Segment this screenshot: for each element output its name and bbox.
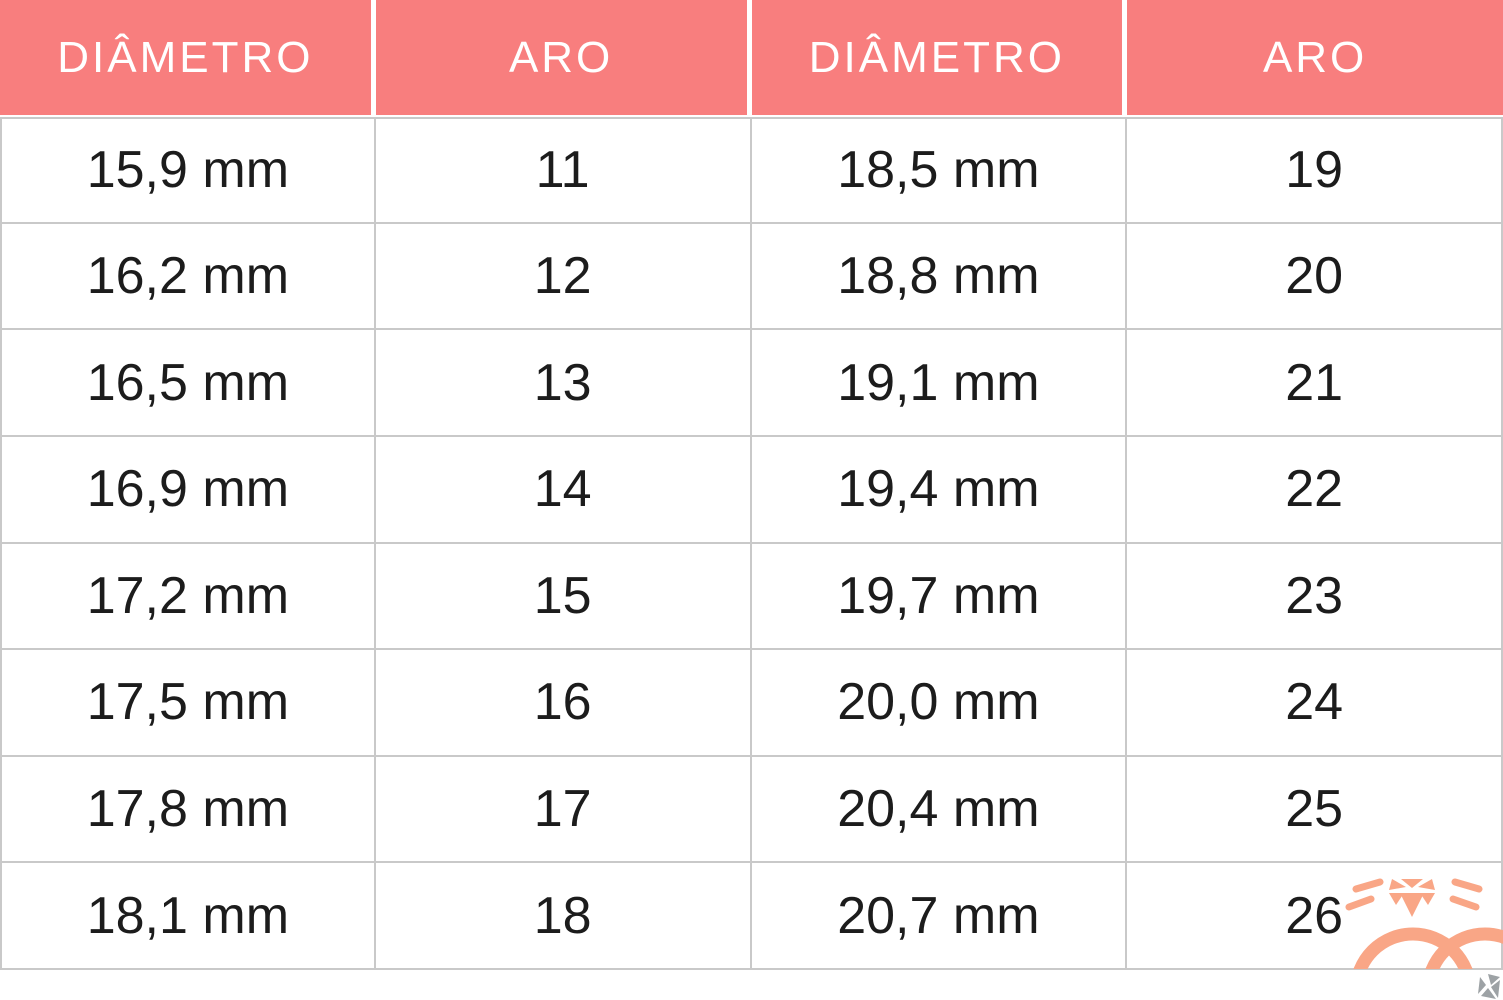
aro-cell: 15 bbox=[375, 543, 752, 651]
table-header-row: DIÂMETRO ARO DIÂMETRO ARO bbox=[0, 0, 1503, 117]
aro-cell: 21 bbox=[1127, 330, 1503, 437]
diameter-cell: 20,4 mm bbox=[751, 756, 1128, 864]
diameter-cell: 18,8 mm bbox=[751, 223, 1128, 331]
table-row: 15,9 mm 11 18,5 mm 19 bbox=[0, 117, 1503, 224]
aro-cell: 13 bbox=[375, 330, 752, 437]
diameter-cell: 17,2 mm bbox=[0, 543, 376, 651]
aro-cell: 24 bbox=[1127, 650, 1503, 757]
aro-cell: 18 bbox=[375, 863, 752, 970]
diameter-cell: 17,8 mm bbox=[0, 756, 376, 864]
diameter-cell: 19,1 mm bbox=[751, 330, 1128, 437]
table-row: 17,8 mm 17 20,4 mm 25 bbox=[0, 756, 1503, 864]
aro-cell: 23 bbox=[1127, 543, 1503, 651]
aro-cell: 12 bbox=[375, 223, 752, 331]
aro-cell: 20 bbox=[1127, 223, 1503, 331]
aro-cell: 25 bbox=[1127, 756, 1503, 864]
aro-cell: 11 bbox=[375, 117, 752, 224]
table-row: 16,5 mm 13 19,1 mm 21 bbox=[0, 330, 1503, 437]
table-row: 18,1 mm 18 20,7 mm 26 bbox=[0, 863, 1503, 970]
table-row: 17,5 mm 16 20,0 mm 24 bbox=[0, 650, 1503, 757]
column-header-diametro-left: DIÂMETRO bbox=[0, 0, 376, 117]
diameter-cell: 18,1 mm bbox=[0, 863, 376, 970]
aro-cell: 19 bbox=[1127, 117, 1503, 224]
diameter-cell: 15,9 mm bbox=[0, 117, 376, 224]
diameter-cell: 20,0 mm bbox=[751, 650, 1128, 757]
diameter-cell: 16,5 mm bbox=[0, 330, 376, 437]
aro-cell: 16 bbox=[375, 650, 752, 757]
diameter-cell: 16,9 mm bbox=[0, 436, 376, 544]
pinwheel-watermark-icon bbox=[1478, 974, 1500, 999]
table-row: 17,2 mm 15 19,7 mm 23 bbox=[0, 543, 1503, 651]
column-header-diametro-right: DIÂMETRO bbox=[751, 0, 1128, 117]
aro-cell: 17 bbox=[375, 756, 752, 864]
aro-cell: 14 bbox=[375, 436, 752, 544]
diameter-cell: 18,5 mm bbox=[751, 117, 1128, 224]
column-header-aro-right: ARO bbox=[1127, 0, 1503, 117]
diameter-cell: 19,4 mm bbox=[751, 436, 1128, 544]
diameter-cell: 16,2 mm bbox=[0, 223, 376, 331]
diameter-cell: 17,5 mm bbox=[0, 650, 376, 757]
diameter-cell: 19,7 mm bbox=[751, 543, 1128, 651]
aro-cell: 26 bbox=[1127, 863, 1503, 970]
table-body: 15,9 mm 11 18,5 mm 19 16,2 mm 12 18,8 mm… bbox=[0, 117, 1503, 970]
diameter-cell: 20,7 mm bbox=[751, 863, 1128, 970]
table-row: 16,9 mm 14 19,4 mm 22 bbox=[0, 436, 1503, 544]
column-header-aro-left: ARO bbox=[375, 0, 752, 117]
aro-cell: 22 bbox=[1127, 436, 1503, 544]
table-row: 16,2 mm 12 18,8 mm 20 bbox=[0, 223, 1503, 331]
